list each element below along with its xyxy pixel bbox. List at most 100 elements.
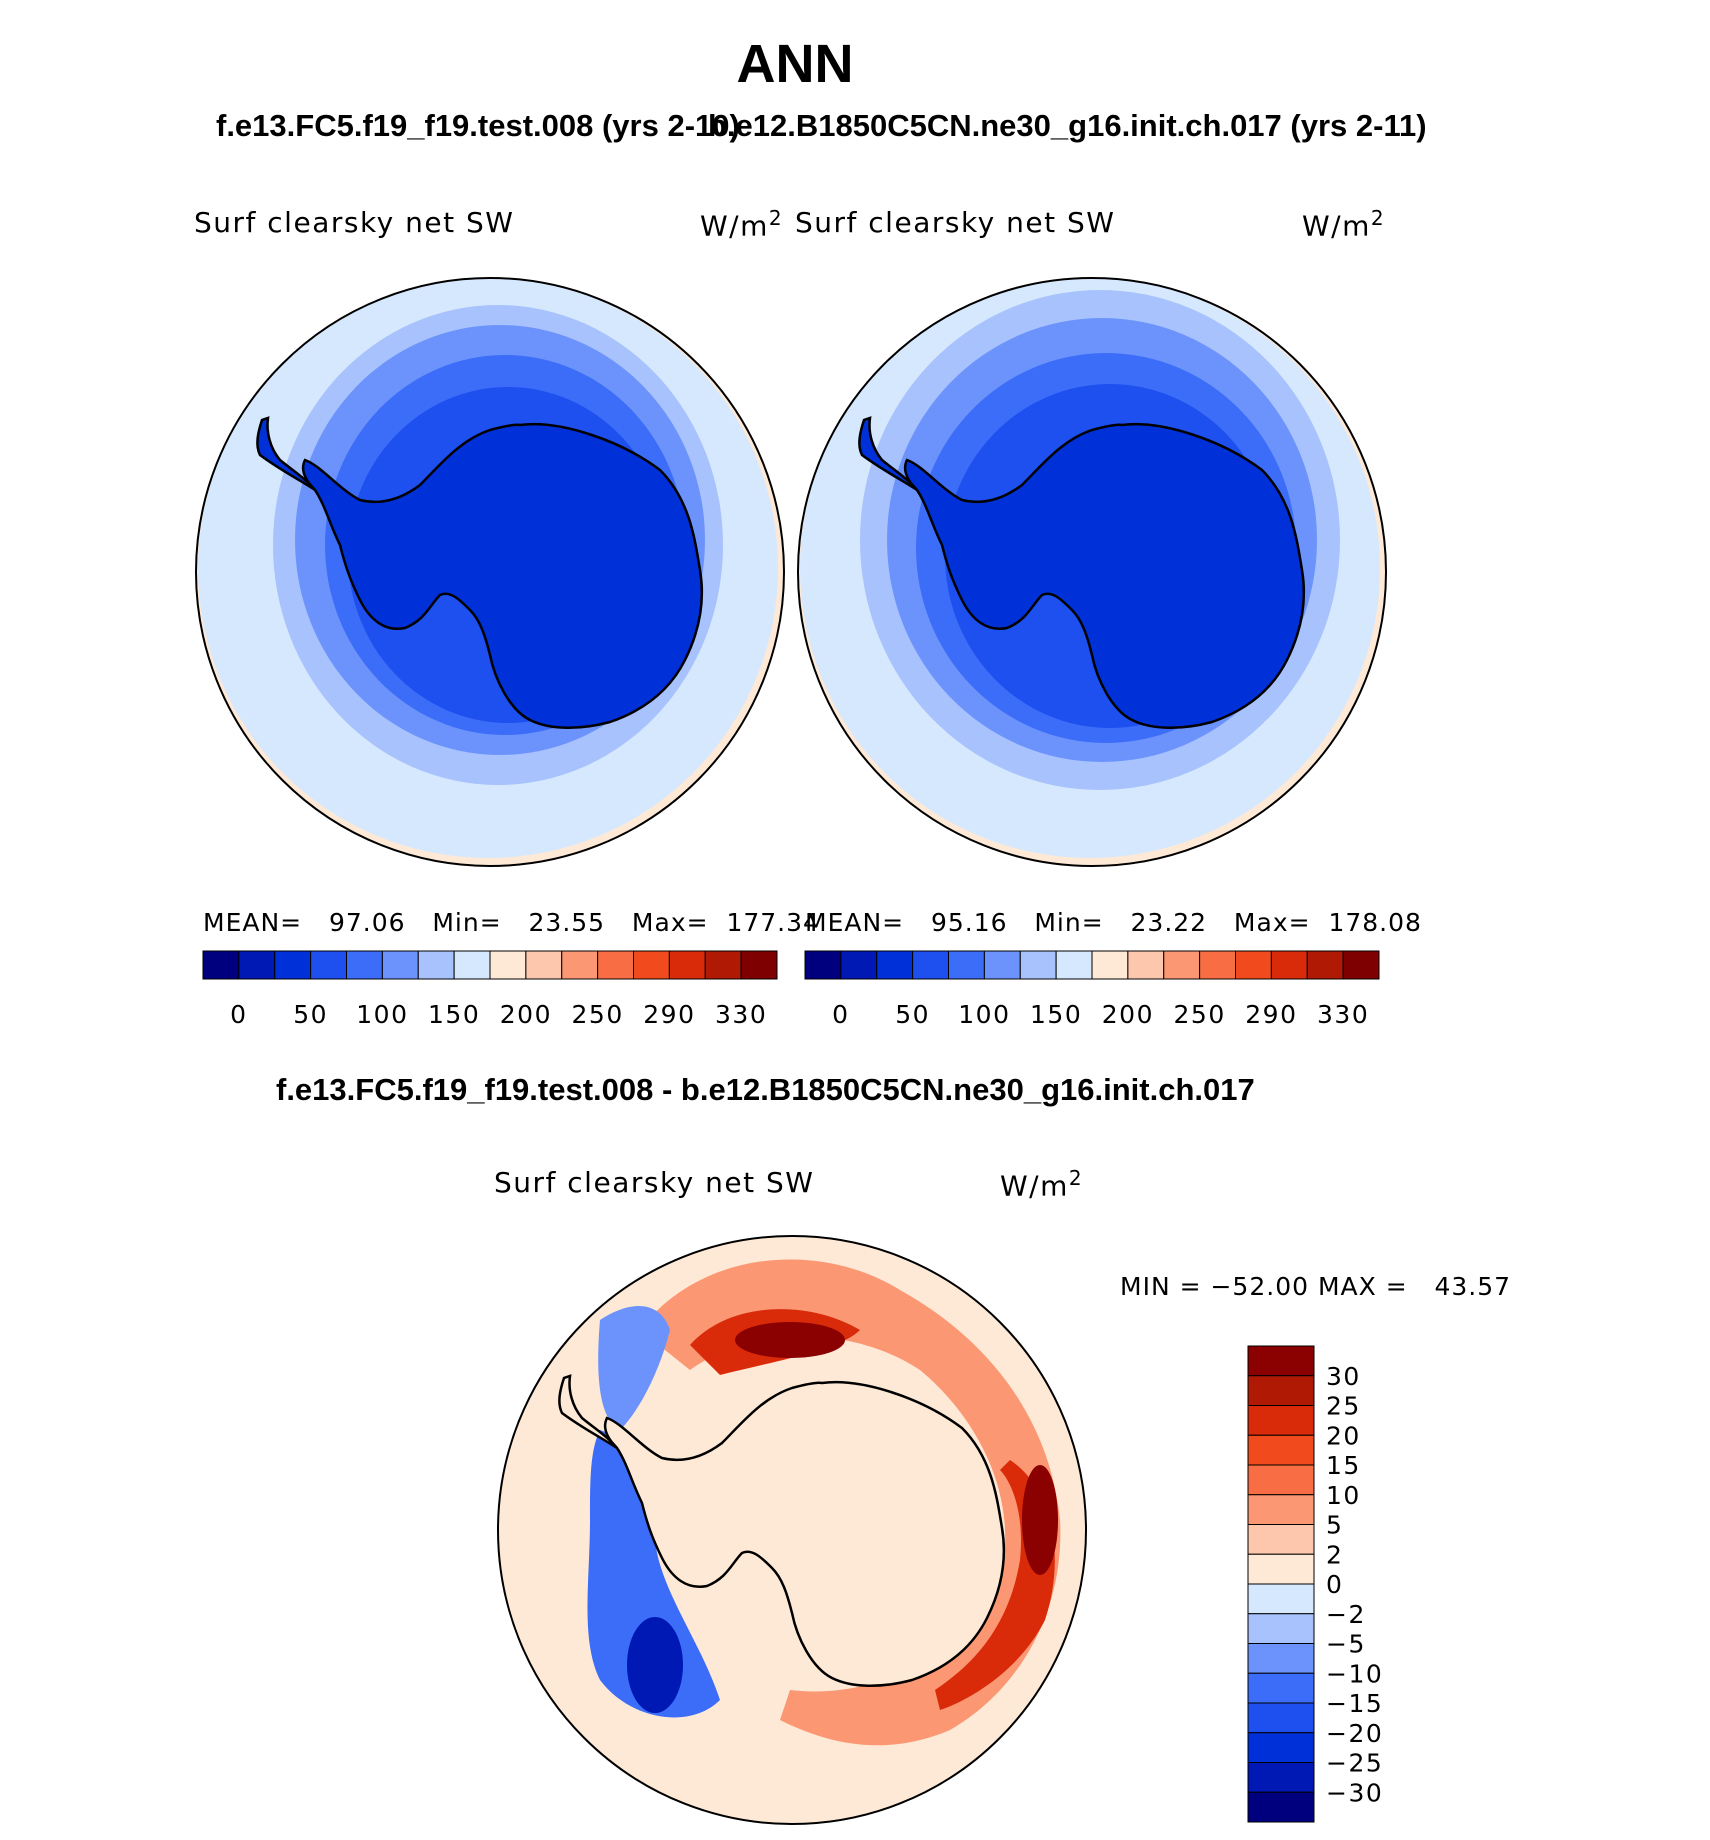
panel2-colorbar-tick-label: 50 [895,1000,930,1029]
diff-colorbar-tick-label: 30 [1326,1362,1361,1391]
diff-colorbar-swatch [1247,1583,1315,1615]
panel1-colorbar-tick-label: 200 [500,1000,552,1029]
diff-colorbar-tick-label: −2 [1326,1600,1366,1629]
panel1-units-sup: 2 [768,206,784,230]
panel1-colorbar: 0 50 100 150 200 250 290 330 [202,950,778,1029]
diff-colorbar-swatch [1247,1494,1315,1525]
panel2-colorbar-tick-label: 290 [1245,1000,1297,1029]
panel1-colorbar-swatch [202,950,240,980]
panel1-colorbar-swatch [740,950,778,980]
panel1-variable-label: Surf clearsky net SW [194,206,515,239]
panel2-units: W/m [1302,209,1371,243]
panel1-colorbar-swatch [346,950,383,980]
diff-colorbar-tick-label: 10 [1326,1481,1361,1510]
diff-colorbar-tick-label: 25 [1326,1392,1361,1421]
diff-colorbar-tick-label: 20 [1326,1421,1361,1450]
diff-colorbar-tick-label: 5 [1326,1511,1343,1540]
panel2-colorbar-swatch [912,950,949,980]
panel1-colorbar-swatch [489,950,527,980]
main-title: ANN [736,34,854,94]
panel2-colorbar-tick-label: 100 [958,1000,1010,1029]
diff-colorbar-tick-label: 2 [1326,1540,1343,1569]
diff-colorbar-swatch [1247,1762,1315,1793]
diff-colorbar-swatch [1247,1791,1315,1823]
panel1-colorbar-swatch [381,950,419,980]
diff-border [497,1235,1087,1825]
diff-map [498,1236,1086,1824]
diff-min-west [627,1617,683,1713]
panel1-colorbar-tick-label: 100 [356,1000,408,1029]
panel2-colorbar-tick-label: 0 [832,1000,849,1029]
diff-colorbar-swatch [1247,1375,1315,1406]
panel2-colorbar-swatch [1163,950,1201,980]
diff-colorbar-tick-label: 15 [1326,1451,1361,1480]
diff-colorbar-swatch [1247,1702,1315,1734]
panel2-colorbar-tick-label: 250 [1174,1000,1226,1029]
panel2-colorbar-swatch [1270,950,1308,980]
panel1-colorbar-swatch [704,950,742,980]
panel2-colorbar-tick-label: 330 [1317,1000,1369,1029]
panel2-colorbar-swatch [1127,950,1165,980]
diff-colorbar-tick-label: −25 [1326,1749,1383,1778]
panel1-colorbar-swatch [668,950,706,980]
panel2-colorbar-swatch [1306,950,1344,980]
diff-colorbar-swatch [1247,1613,1315,1644]
diff-colorbar-swatch [1247,1553,1315,1585]
diff-colorbar-tick-label: −30 [1326,1778,1383,1807]
diff-colorbar-tick-label: 0 [1326,1570,1343,1599]
panel2-colorbar-swatch [983,950,1021,980]
panel2-colorbar-swatch [948,950,985,980]
diff-max-right [1022,1465,1058,1575]
panel2-colorbar-tick-label: 200 [1102,1000,1154,1029]
panel2-colorbar-swatch [840,950,878,980]
panel2-map [798,278,1386,866]
panel2-stats: MEAN= 95.16 Min= 23.22 Max= 178.08 [805,908,1422,937]
diff-warm-ring [640,1259,1061,1746]
panel1-border [195,277,785,867]
left-case-title: f.e13.FC5.f19_f19.test.008 (yrs 2-10) [216,108,740,143]
diff-units-label: W/m2 [1000,1166,1083,1202]
panel2-variable-label: Surf clearsky net SW [795,206,1116,239]
diff-colorbar-swatch [1247,1524,1315,1555]
panel1-colorbar-swatch [561,950,599,980]
panel2-colorbar-swatch [1235,950,1272,980]
panel1-stats: MEAN= 97.06 Min= 23.55 Max= 177.34 [203,908,820,937]
diff-colorbar-tick-label: −15 [1326,1689,1383,1718]
panel1-colorbar-tick-label: 150 [428,1000,480,1029]
panel1-colorbar-swatch [525,950,563,980]
panel2-units-sup: 2 [1370,206,1386,230]
diff-colorbar-swatch [1247,1345,1315,1377]
panel2-colorbar-swatch [1199,950,1236,980]
panel2-colorbar-tick-label: 150 [1030,1000,1082,1029]
panel1-colorbar-swatch [238,950,276,980]
diff-variable-label: Surf clearsky net SW [494,1166,815,1199]
panel1-colorbar-swatch [453,950,491,980]
diff-colorbar-tick-label: −20 [1326,1719,1383,1748]
panel1-colorbar-swatch [597,950,634,980]
panel2-units-label: W/m2 [1302,206,1385,242]
panel1-colorbar-tick-label: 0 [230,1000,247,1029]
diff-title: f.e13.FC5.f19_f19.test.008 - b.e12.B1850… [276,1072,1255,1107]
panel2-colorbar-swatch [804,950,842,980]
panel2-colorbar: 0 50 100 150 200 250 290 330 [804,950,1380,1029]
diff-colorbar-tick-label: −10 [1326,1659,1383,1688]
right-case-title: b.e12.B1850C5CN.ne30_g16.init.ch.017 (yr… [708,108,1427,143]
panel2-colorbar-swatch [1342,950,1380,980]
panel1-colorbar-swatch [274,950,312,980]
diff-max-top [735,1322,845,1358]
diff-colorbar-swatch [1247,1434,1315,1466]
panel2-colorbar-swatch [1055,950,1093,980]
diff-colorbar-tick-label: −5 [1326,1630,1366,1659]
panel1-units: W/m [700,209,769,243]
diff-colorbar-swatch [1247,1464,1315,1496]
panel1-colorbar-tick-label: 330 [715,1000,767,1029]
diff-colorbar-swatch [1247,1643,1315,1674]
panel2-colorbar-swatch [876,950,914,980]
diff-colorbar-swatch [1247,1672,1315,1704]
diff-cool-northwest [598,1306,670,1430]
panel1-map [196,278,784,866]
panel1-colorbar-swatch [633,950,670,980]
diff-colorbar-swatch [1247,1405,1315,1436]
